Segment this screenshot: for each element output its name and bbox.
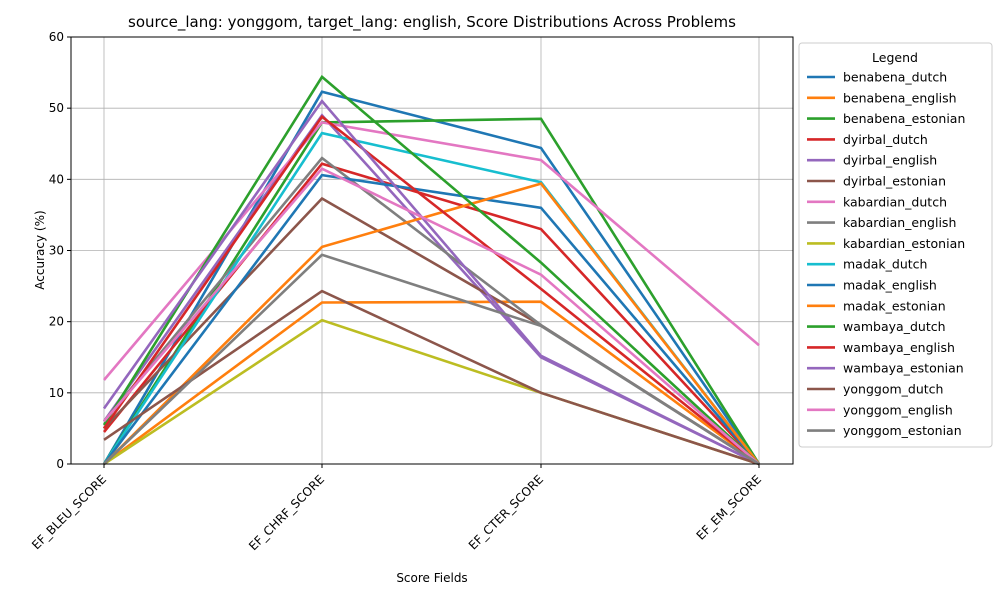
legend-label-kabardian_estonian: kabardian_estonian [843,236,965,251]
legend-label-wambaya_estonian: wambaya_estonian [843,361,964,376]
y-tick-label: 60 [49,30,64,44]
series-line-wambaya_english [102,114,760,466]
series-line-benabena_english [103,300,760,466]
legend-label-wambaya_dutch: wambaya_dutch [843,319,946,334]
series-line-wambaya_estonian [102,98,760,466]
y-tick-label: 0 [56,457,64,471]
legend-label-madak_estonian: madak_estonian [843,298,946,313]
series-line-yonggom_dutch [103,289,760,466]
legend-label-dyirbal_english: dyirbal_english [843,153,937,168]
series-line-madak_english [102,173,760,465]
legend-label-kabardian_english: kabardian_english [843,215,956,230]
legend-label-kabardian_dutch: kabardian_dutch [843,194,947,209]
legend-title: Legend [872,50,918,65]
y-tick-label: 30 [49,244,64,258]
series-line-yonggom_english [103,167,760,465]
series-lines [102,74,761,466]
series-line-yonggom_estonian [103,253,760,466]
legend-label-benabena_estonian: benabena_estonian [843,111,965,126]
y-tick-label: 20 [49,315,64,329]
series-line-wambaya_dutch [102,74,760,465]
legend-label-yonggom_estonian: yonggom_estonian [843,423,962,438]
y-tick-label: 50 [49,101,64,115]
y-axis-title: Accuracy (%) [33,210,47,289]
legend: Legend benabena_dutchbenabena_englishben… [798,42,993,448]
series-line-madak_estonian [103,182,761,465]
y-tick-label: 10 [49,386,64,400]
chart-title: source_lang: yonggom, target_lang: engli… [128,13,736,32]
legend-label-dyirbal_estonian: dyirbal_estonian [843,174,946,189]
x-axis-title: Score Fields [396,571,467,585]
legend-label-wambaya_english: wambaya_english [843,340,955,355]
legend-label-madak_dutch: madak_dutch [843,257,927,272]
legend-label-benabena_dutch: benabena_dutch [843,70,947,85]
legend-entries: benabena_dutch benabena_english benabena_e… [807,70,965,438]
y-tick-label: 40 [49,172,64,186]
legend-label-yonggom_english: yonggom_english [843,402,953,417]
legend-label-madak_english: madak_english [843,278,937,293]
legend-box [798,42,993,448]
legend-label-benabena_english: benabena_english [843,90,957,105]
legend-label-dyirbal_dutch: dyirbal_dutch [843,132,928,147]
legend-label-yonggom_dutch: yonggom_dutch [843,382,943,397]
